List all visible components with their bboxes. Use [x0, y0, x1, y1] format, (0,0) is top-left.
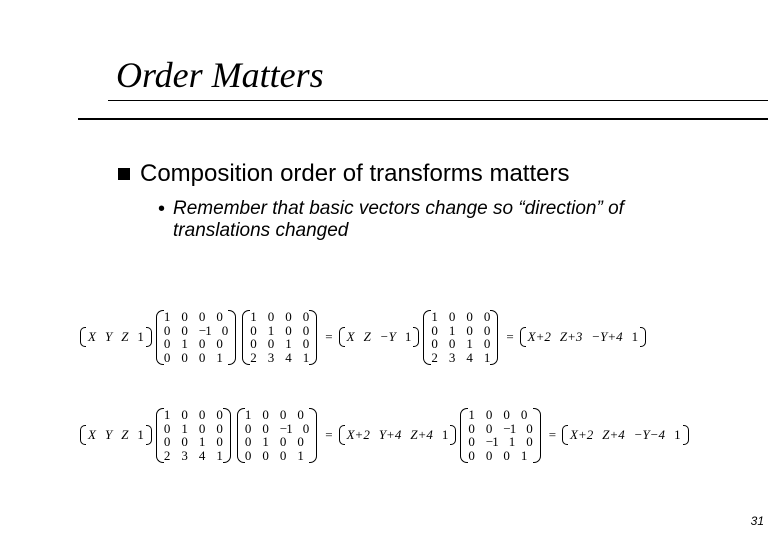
- sub-bullet-text: Remember that basic vectors change so “d…: [173, 198, 698, 242]
- eq2-rhs-vec: X+2Z+4−Y−41: [562, 427, 689, 443]
- bullet-level1: Composition order of transforms matters: [118, 160, 569, 188]
- eq2-mid-vec: X+2Y+4Z+41: [339, 427, 457, 443]
- eq1-matrix-C: 1000 0100 0010 2341: [423, 310, 498, 365]
- eq2-matrix-A: 1000 0100 0010 2341: [156, 408, 231, 463]
- eq1-mid-vec: XZ−Y1: [339, 329, 420, 345]
- equals-icon: =: [506, 330, 513, 344]
- eq1-matrix-A: 1000 00−10 0100 0001: [156, 310, 236, 365]
- dot-bullet-icon: •: [158, 198, 165, 220]
- eq2-matrix-C: 1000 00−10 0−110 0001: [460, 408, 540, 463]
- equals-icon: =: [325, 428, 332, 442]
- equation-2: XYZ1 1000 0100 0010 2341 1000 00−10 0100…: [80, 408, 689, 463]
- eq2-matrix-B: 1000 00−10 0100 0001: [237, 408, 317, 463]
- square-bullet-icon: [118, 168, 130, 180]
- equation-1: XYZ1 1000 00−10 0100 0001 1000 0100 0010…: [80, 310, 646, 365]
- title-rule-1: [108, 100, 768, 101]
- slide: Order Matters Composition order of trans…: [0, 0, 780, 540]
- eq1-lhs-vec: XYZ1: [80, 329, 152, 345]
- page-number: 31: [751, 514, 764, 528]
- slide-title: Order Matters: [116, 54, 324, 96]
- eq2-lhs-vec: XYZ1: [80, 427, 152, 443]
- equals-icon: =: [549, 428, 556, 442]
- eq1-rhs-vec: X+2Z+3−Y+41: [520, 329, 647, 345]
- title-rule-2: [78, 118, 768, 120]
- equals-icon: =: [325, 330, 332, 344]
- bullet-text: Composition order of transforms matters: [140, 160, 569, 188]
- bullet-level2: • Remember that basic vectors change so …: [158, 198, 698, 242]
- eq1-matrix-B: 1000 0100 0010 2341: [242, 310, 317, 365]
